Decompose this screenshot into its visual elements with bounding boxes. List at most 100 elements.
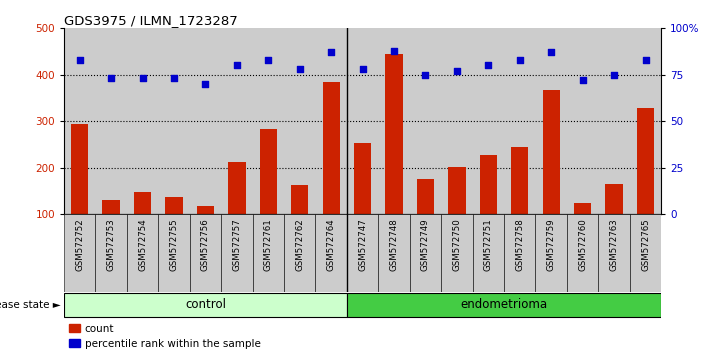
Bar (606, 184, 623, 261)
Bar (347, 214, 378, 292)
Bar (127, 28, 159, 214)
Text: GSM572749: GSM572749 (421, 218, 430, 271)
Bar (228, 162, 245, 261)
Bar (190, 214, 221, 292)
Text: GSM572751: GSM572751 (484, 218, 493, 271)
Text: GSM572756: GSM572756 (201, 218, 210, 271)
Text: GSM572762: GSM572762 (295, 218, 304, 271)
Bar (480, 155, 497, 261)
Bar (567, 28, 599, 214)
Bar (535, 214, 567, 292)
Bar (574, 202, 592, 261)
Legend: count, percentile rank within the sample: count, percentile rank within the sample (69, 324, 261, 349)
Bar (102, 200, 119, 261)
Text: GSM572747: GSM572747 (358, 218, 367, 271)
Bar (542, 90, 560, 261)
Text: GDS3975 / ILMN_1723287: GDS3975 / ILMN_1723287 (64, 14, 237, 27)
Text: GSM572753: GSM572753 (107, 218, 116, 271)
Bar (504, 214, 535, 292)
Bar (252, 28, 284, 214)
Bar (630, 214, 661, 292)
Text: GSM572758: GSM572758 (515, 218, 524, 271)
Point (514, 57, 525, 63)
Bar (159, 28, 190, 214)
Point (451, 68, 463, 74)
Bar (347, 28, 378, 214)
Bar (410, 28, 442, 214)
Bar (347, 293, 661, 317)
Bar (417, 179, 434, 261)
Bar (599, 214, 630, 292)
Bar (159, 214, 190, 292)
Text: GSM572759: GSM572759 (547, 218, 556, 271)
Bar (442, 28, 473, 214)
Point (609, 72, 620, 78)
Text: endometrioma: endometrioma (461, 298, 547, 311)
Bar (567, 214, 599, 292)
Bar (260, 129, 277, 261)
Bar (630, 28, 661, 214)
Text: control: control (185, 298, 226, 311)
Bar (385, 54, 402, 261)
Bar (64, 28, 95, 214)
Bar (71, 125, 88, 261)
Bar (599, 28, 630, 214)
Point (419, 72, 431, 78)
Bar (473, 28, 504, 214)
Text: disease state ►: disease state ► (0, 300, 60, 310)
Text: GSM572748: GSM572748 (390, 218, 399, 271)
Bar (410, 214, 442, 292)
Text: GSM572755: GSM572755 (169, 218, 178, 271)
Text: GSM572765: GSM572765 (641, 218, 650, 271)
Bar (197, 206, 214, 261)
Text: GSM572763: GSM572763 (609, 218, 619, 271)
Text: GSM572750: GSM572750 (452, 218, 461, 271)
Point (483, 63, 494, 68)
Point (231, 63, 242, 68)
Point (200, 81, 211, 87)
Bar (284, 28, 316, 214)
Point (545, 50, 557, 55)
Bar (95, 214, 127, 292)
Bar (535, 28, 567, 214)
Bar (637, 108, 654, 261)
Bar (134, 192, 151, 261)
Point (326, 50, 337, 55)
Point (262, 57, 274, 63)
Bar (252, 214, 284, 292)
Bar (316, 28, 347, 214)
Bar (448, 167, 466, 261)
Text: GSM572760: GSM572760 (578, 218, 587, 271)
Bar (64, 293, 347, 317)
Bar (378, 214, 410, 292)
Text: GSM572764: GSM572764 (326, 218, 336, 271)
Point (74, 57, 85, 63)
Bar (221, 214, 252, 292)
Text: GSM572754: GSM572754 (138, 218, 147, 271)
Point (294, 67, 306, 72)
Bar (511, 147, 528, 261)
Point (105, 76, 117, 81)
Text: GSM572752: GSM572752 (75, 218, 84, 271)
Bar (316, 214, 347, 292)
Bar (323, 82, 340, 261)
Point (640, 57, 651, 63)
Bar (291, 185, 309, 261)
Bar (284, 214, 316, 292)
Bar (127, 214, 159, 292)
Point (169, 76, 180, 81)
Point (577, 78, 588, 83)
Bar (95, 28, 127, 214)
Bar (166, 196, 183, 261)
Text: GSM572761: GSM572761 (264, 218, 273, 271)
Point (388, 48, 400, 53)
Point (137, 76, 149, 81)
Point (357, 67, 368, 72)
Bar (190, 28, 221, 214)
Bar (221, 28, 252, 214)
Bar (442, 214, 473, 292)
Text: GSM572757: GSM572757 (232, 218, 241, 271)
Bar (378, 28, 410, 214)
Bar (354, 143, 371, 261)
Bar (473, 214, 504, 292)
